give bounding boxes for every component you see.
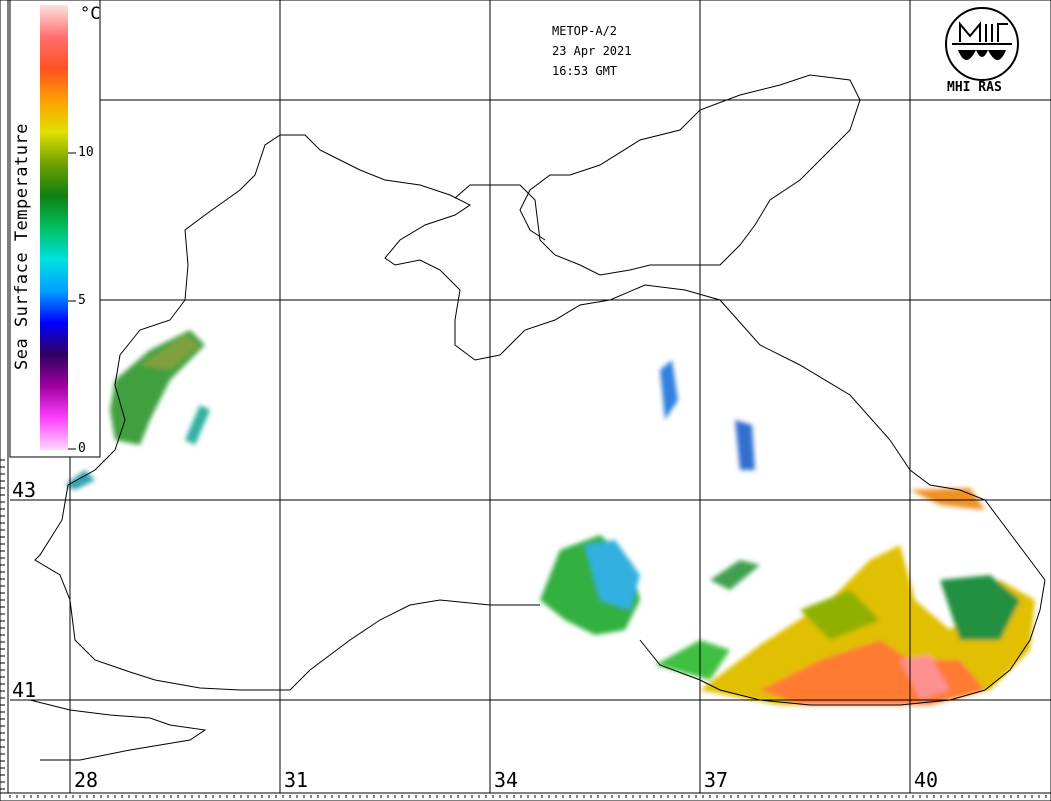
lon-label: 34 [494,768,519,792]
colorbar-gradient [40,5,68,450]
colorbar-unit: °C [80,4,101,24]
date-label: 23 Apr 2021 [552,44,632,58]
sst-patches [540,488,1035,705]
frame-tick-marks [0,459,1047,798]
lon-label: 37 [704,768,729,792]
colorbar-tick-label: 5 [78,293,86,308]
lon-label: 40 [914,768,939,792]
colorbar-tick-label: 0 [78,441,86,456]
colorbar [9,0,101,458]
sst-patches-west [65,330,755,490]
lat-label: 43 [12,478,37,502]
satellite-label: METOP-A/2 [552,24,618,38]
colorbar-title: Sea Surface Temperature [12,123,32,370]
mhi-logo-icon [945,7,1019,81]
time-label: 16:53 GMT [552,64,618,78]
logo-text: MHI RAS [947,80,1002,95]
colorbar-tick-label: 10 [78,145,94,160]
lon-label: 31 [284,768,309,792]
lat-label: 41 [12,678,37,702]
lon-label: 28 [74,768,99,792]
